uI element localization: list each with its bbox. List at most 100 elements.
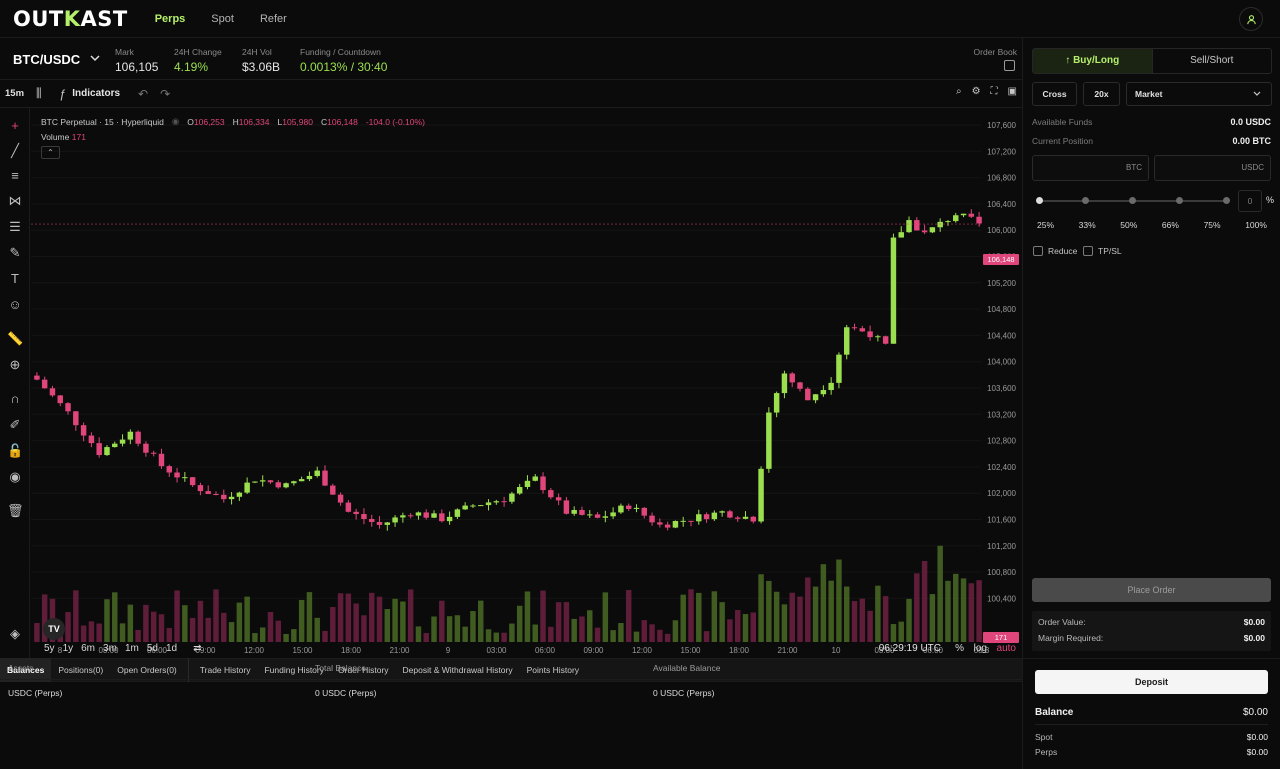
volume-bar	[618, 623, 624, 642]
reduce-checkbox[interactable]: Reduce	[1033, 246, 1077, 256]
tradingview-logo[interactable]: TV	[43, 618, 65, 640]
tab-points-history[interactable]: Points History	[526, 665, 580, 675]
horizontal-lines-icon[interactable]: ≡	[11, 168, 19, 183]
candle-body	[135, 431, 141, 444]
trash-icon[interactable]: 🗑	[7, 503, 24, 518]
nav-refer[interactable]: Refer	[259, 12, 287, 25]
preset-75[interactable]: 75%	[1203, 220, 1221, 230]
volume-bar	[213, 589, 219, 642]
percent-toggle[interactable]: %	[955, 643, 964, 654]
outkast-logo[interactable]: OUTKAST	[13, 7, 128, 31]
preset-25[interactable]: 25%	[1037, 220, 1055, 230]
size-usdc-input[interactable]: USDC	[1154, 155, 1271, 181]
range-1d[interactable]: 1d	[165, 643, 178, 654]
order-book-label[interactable]: Order Book	[973, 47, 1017, 57]
crosshair-icon[interactable]: +	[11, 118, 19, 133]
settings-gear-icon[interactable]: ⚙	[971, 86, 981, 97]
candle-type-icon[interactable]: ⫼	[36, 86, 42, 100]
zoom-search-icon[interactable]: ⌕	[955, 86, 962, 97]
tab-balances[interactable]: Balances	[0, 658, 52, 682]
order-type-select[interactable]: Market	[1126, 82, 1272, 106]
volume-bar	[929, 594, 936, 642]
user-button[interactable]	[1239, 7, 1263, 31]
collapse-legend-button[interactable]: ⌃	[41, 146, 60, 159]
checkbox-box[interactable]	[1083, 246, 1093, 256]
tab-order-history[interactable]: Order History	[338, 665, 389, 675]
auto-toggle[interactable]: auto	[996, 643, 1016, 654]
preset-66[interactable]: 66%	[1161, 220, 1179, 230]
eye-small-icon[interactable]: ◉	[171, 116, 180, 126]
tpsl-checkbox[interactable]: TP/SL	[1083, 246, 1122, 256]
pattern-icon[interactable]: ⋈	[8, 193, 22, 208]
chevron-down-icon[interactable]	[90, 54, 100, 62]
sell-short-button[interactable]: Sell/Short	[1190, 55, 1234, 66]
pair-selector[interactable]: BTC/USDC	[13, 52, 81, 67]
preset-50[interactable]: 50%	[1120, 220, 1138, 230]
volume-bar	[337, 593, 344, 642]
undo-icon[interactable]: ↶	[138, 86, 149, 101]
slider-thumb[interactable]	[1036, 197, 1043, 204]
slider-step[interactable]	[1129, 197, 1136, 204]
indicators-button[interactable]: Indicators	[72, 88, 121, 99]
tab-positions[interactable]: Positions(0)	[58, 665, 104, 675]
utc-clock[interactable]: 06:29:19 UTC	[878, 643, 941, 654]
redo-icon[interactable]: ↷	[160, 86, 171, 101]
slider-step[interactable]	[1082, 197, 1089, 204]
slider-step[interactable]	[1176, 197, 1183, 204]
nav-spot[interactable]: Spot	[211, 12, 234, 25]
range-1y[interactable]: 1y	[62, 643, 74, 654]
volume-bar	[945, 580, 951, 642]
order-book-toggle-icon[interactable]	[1004, 60, 1015, 71]
buy-long-button[interactable]: ↑ Buy/Long	[1033, 49, 1153, 73]
text-icon[interactable]: T	[11, 271, 19, 286]
lock-draw-icon[interactable]: ✐	[9, 417, 21, 432]
fullscreen-icon[interactable]: ⛶	[990, 86, 998, 97]
magnet-icon[interactable]: ∩	[10, 391, 20, 406]
range-5d[interactable]: 5d	[146, 643, 158, 654]
checkbox-box[interactable]	[1033, 246, 1043, 256]
slider-step[interactable]	[1223, 197, 1230, 204]
current-price-tag: 106,148	[983, 254, 1019, 265]
date-range-icon[interactable]: ⇄	[193, 643, 202, 654]
y-tick-label: 104,800	[987, 305, 1016, 314]
nav-perps[interactable]: Perps	[154, 12, 186, 25]
range-6m[interactable]: 6m	[81, 643, 96, 654]
trendline-icon[interactable]: ╱	[11, 143, 19, 158]
tab-trade-history[interactable]: Trade History	[199, 665, 251, 675]
candle-body	[150, 452, 157, 454]
y-tick-label: 107,200	[987, 147, 1016, 156]
timeframe-selector[interactable]: 15m	[5, 88, 25, 99]
brush-icon[interactable]: ✎	[9, 245, 21, 260]
emoji-icon[interactable]: ☺	[8, 297, 22, 312]
log-toggle[interactable]: log	[973, 643, 987, 654]
tab-open-orders[interactable]: Open Orders(0)	[117, 665, 177, 675]
deposit-button[interactable]: Deposit	[1035, 670, 1268, 694]
eye-icon[interactable]: ◉	[9, 469, 21, 484]
candle-body	[298, 479, 305, 482]
tab-funding-history[interactable]: Funding History	[264, 665, 324, 675]
volume-bar	[960, 578, 967, 642]
range-3m[interactable]: 3m	[103, 643, 117, 654]
candle-body	[493, 501, 500, 503]
percent-input[interactable]: 0	[1238, 190, 1262, 212]
camera-icon[interactable]: ▣	[1007, 86, 1017, 97]
lock-icon[interactable]: 🔓	[7, 443, 24, 458]
size-btc-input[interactable]: BTC	[1032, 155, 1149, 181]
layers-icon[interactable]: ◈	[10, 626, 20, 641]
zoom-in-icon[interactable]: ⊕	[9, 357, 21, 372]
preset-33[interactable]: 33%	[1078, 220, 1096, 230]
candle-body	[470, 505, 476, 507]
tab-deposit-withdrawal[interactable]: Deposit & Withdrawal History	[402, 665, 513, 675]
fib-icon[interactable]: ☰	[9, 219, 21, 234]
margin-mode-select[interactable]: Cross	[1032, 82, 1077, 106]
size-slider[interactable]	[1036, 197, 1230, 204]
range-5y[interactable]: 5y	[44, 643, 55, 654]
leverage-select[interactable]: 20x	[1083, 82, 1120, 106]
ruler-icon[interactable]: 📏	[7, 331, 24, 346]
candlestick-chart[interactable]: 107,600107,200106,800106,400106,000105,6…	[31, 108, 1021, 658]
range-1m[interactable]: 1m	[124, 643, 139, 654]
price-chart[interactable]: 107,600107,200106,800106,400106,000105,6…	[31, 108, 1021, 658]
preset-100[interactable]: 100%	[1245, 220, 1267, 230]
place-order-button[interactable]: Place Order	[1032, 578, 1271, 602]
indicators-icon[interactable]: ƒ	[59, 86, 67, 101]
